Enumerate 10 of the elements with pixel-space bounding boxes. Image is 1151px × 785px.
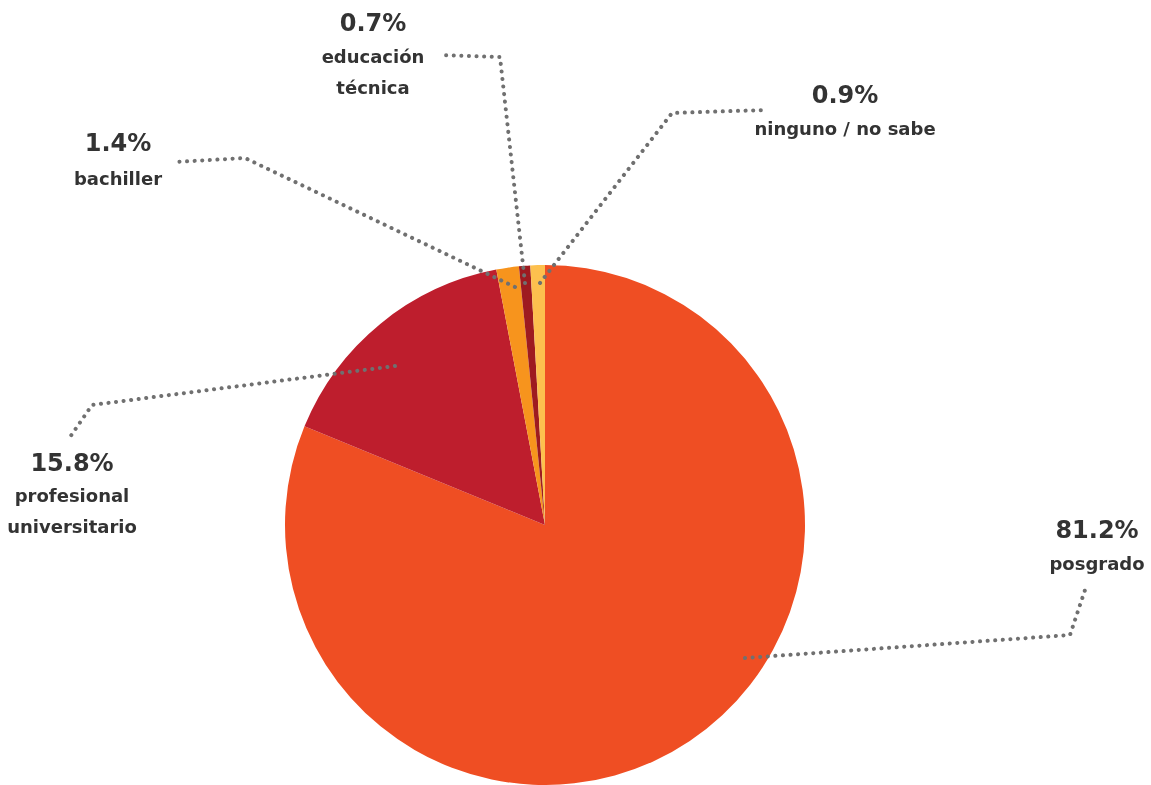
- data-label: 0.7%: [339, 9, 407, 38]
- slice-label: posgrado: [1049, 552, 1145, 574]
- slice-label: ninguno / no sabe: [754, 117, 936, 139]
- slice-label: profesional universitario: [7, 484, 137, 537]
- data-label: 81.2%: [1055, 516, 1139, 545]
- data-label: 0.9%: [811, 81, 879, 110]
- slice-label: bachiller: [73, 167, 163, 189]
- slice-label: educación técnica: [321, 45, 425, 98]
- data-label: 15.8%: [30, 449, 114, 478]
- data-label: 1.4%: [84, 129, 152, 158]
